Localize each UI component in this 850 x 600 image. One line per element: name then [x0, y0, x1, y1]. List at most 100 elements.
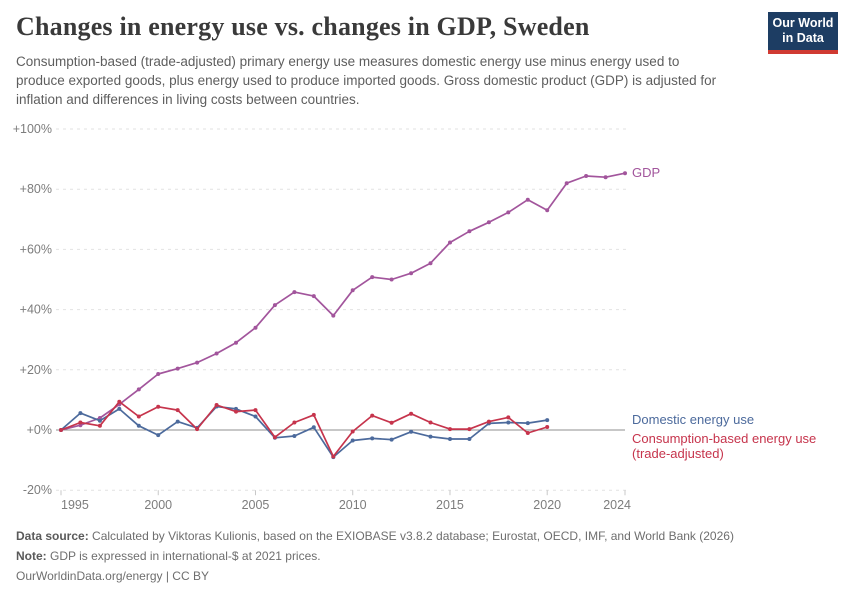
- domestic-energy-use-point[interactable]: [311, 425, 316, 430]
- gdp-point[interactable]: [486, 220, 491, 225]
- domestic-energy-use-point[interactable]: [156, 433, 161, 438]
- consumption-based-energy-use-trade-adjusted-point[interactable]: [156, 404, 161, 409]
- svg-text:2010: 2010: [339, 498, 367, 512]
- domestic-energy-use-point[interactable]: [389, 437, 394, 442]
- consumption-based-energy-use-trade-adjusted-point[interactable]: [545, 425, 550, 429]
- domestic-energy-use-point[interactable]: [545, 418, 550, 423]
- domestic-energy-use-point[interactable]: [506, 420, 511, 425]
- owid-energy-link[interactable]: OurWorldinData.org/energy: [16, 569, 163, 583]
- consumption-based-energy-use-trade-adjusted-point[interactable]: [175, 408, 180, 413]
- gdp-point[interactable]: [234, 340, 238, 345]
- domestic-energy-use-point[interactable]: [370, 436, 375, 441]
- gdp-point[interactable]: [584, 174, 589, 178]
- svg-text:2005: 2005: [242, 498, 270, 512]
- gdp-point[interactable]: [545, 208, 550, 213]
- gdp-point[interactable]: [272, 303, 277, 308]
- consumption-based-energy-use-trade-adjusted-point[interactable]: [525, 431, 530, 435]
- consumption-based-energy-use-trade-adjusted-point[interactable]: [272, 435, 277, 440]
- consumption-based-energy-use-trade-adjusted-point[interactable]: [389, 420, 394, 425]
- consumption-based-energy-use-trade-adjusted-point[interactable]: [253, 408, 258, 413]
- consumption-based-energy-use-trade-adjusted-point[interactable]: [97, 423, 102, 428]
- gdp-point[interactable]: [603, 175, 608, 180]
- svg-text:+80%: +80%: [20, 182, 52, 196]
- gdp-point[interactable]: [525, 197, 530, 202]
- gdp-point[interactable]: [448, 240, 452, 245]
- data-source-line: Data source: Calculated by Viktoras Kuli…: [16, 526, 816, 546]
- svg-text:+100%: +100%: [13, 122, 52, 136]
- consumption-based-energy-use-trade-adjusted-point[interactable]: [350, 429, 355, 434]
- domestic-energy-use-point[interactable]: [136, 423, 141, 428]
- domestic-energy-use-point[interactable]: [78, 411, 83, 416]
- domestic-energy-use-point[interactable]: [525, 421, 530, 426]
- gdp-point[interactable]: [467, 229, 472, 234]
- domestic-energy-use-point[interactable]: [409, 429, 414, 434]
- consumption-based-energy-use-trade-adjusted-point[interactable]: [234, 409, 238, 414]
- svg-text:2000: 2000: [144, 498, 172, 512]
- consumption-based-energy-use-trade-adjusted-point[interactable]: [506, 415, 511, 420]
- consumption-based-energy-use-trade-adjusted-point[interactable]: [409, 411, 414, 416]
- gdp-point[interactable]: [136, 387, 141, 392]
- gdp-point[interactable]: [409, 271, 414, 276]
- consumption-based-energy-use-trade-adjusted-point[interactable]: [136, 414, 141, 419]
- consumption-based-energy-use-trade-adjusted-point[interactable]: [195, 427, 200, 432]
- gdp-point[interactable]: [331, 313, 336, 318]
- domestic-energy-use-label: Domestic energy use: [632, 412, 754, 427]
- consumption-based-energy-use-trade-adjusted-point[interactable]: [448, 427, 452, 432]
- gdp-point[interactable]: [156, 372, 161, 376]
- svg-text:Consumption-based energy use: Consumption-based energy use: [632, 431, 816, 446]
- consumption-based-energy-use-trade-adjusted-point[interactable]: [292, 420, 297, 425]
- gdp-point[interactable]: [623, 171, 627, 176]
- svg-text:GDP: GDP: [632, 165, 660, 180]
- domestic-energy-use-point[interactable]: [253, 414, 258, 419]
- domestic-energy-use-point[interactable]: [448, 437, 452, 441]
- chart-footer: Data source: Calculated by Viktoras Kuli…: [16, 526, 816, 586]
- consumption-based-energy-use-trade-adjusted-point[interactable]: [214, 403, 219, 407]
- svg-text:Domestic energy use: Domestic energy use: [632, 412, 754, 427]
- svg-text:+20%: +20%: [20, 363, 52, 377]
- gdp-label: GDP: [632, 165, 660, 180]
- svg-text:2015: 2015: [436, 498, 464, 512]
- gdp-point[interactable]: [370, 275, 375, 280]
- domestic-energy-use-point[interactable]: [467, 437, 472, 441]
- owid-logo[interactable]: Our World in Data: [768, 12, 838, 54]
- gdp-point[interactable]: [350, 288, 355, 293]
- domestic-energy-use-point[interactable]: [292, 434, 297, 438]
- gdp-point[interactable]: [253, 325, 258, 330]
- svg-text:+40%: +40%: [20, 303, 52, 317]
- domestic-energy-use-point[interactable]: [117, 406, 122, 411]
- gdp-point[interactable]: [292, 290, 297, 295]
- domestic-energy-use-point[interactable]: [428, 434, 433, 439]
- domestic-energy-use-point[interactable]: [175, 419, 180, 424]
- consumption-based-energy-use-trade-adjusted-point[interactable]: [486, 419, 491, 424]
- gdp-point[interactable]: [564, 181, 569, 186]
- gdp-point[interactable]: [506, 210, 511, 215]
- gdp-point[interactable]: [389, 277, 394, 282]
- consumption-based-energy-use-trade-adjusted-point[interactable]: [117, 399, 122, 404]
- owid-logo-line2: in Data: [782, 31, 824, 45]
- gdp-point[interactable]: [214, 351, 219, 356]
- consumption-based-energy-use-trade-adjusted-point[interactable]: [428, 420, 433, 425]
- page-title: Changes in energy use vs. changes in GDP…: [16, 12, 590, 41]
- consumption-based-energy-use-trade-adjusted-series[interactable]: [59, 399, 550, 459]
- domestic-energy-use-point[interactable]: [97, 418, 102, 423]
- note-text: GDP is expressed in international-$ at 2…: [50, 549, 321, 563]
- chart-svg: +100% +80% +60% +40% +20% +0% -20% 1995 2000 2005…: [13, 122, 817, 512]
- gdp-series[interactable]: [59, 171, 627, 432]
- data-source-text: Calculated by Viktoras Kulionis, based o…: [92, 529, 734, 543]
- gdp-point[interactable]: [175, 366, 180, 371]
- chart-subtitle: Consumption-based (trade-adjusted) prima…: [16, 54, 717, 107]
- gdp-point[interactable]: [311, 294, 316, 299]
- y-axis-gridlines: +100% +80% +60% +40% +20% +0% -20%: [13, 122, 630, 497]
- consumption-based-energy-use-trade-adjusted-point[interactable]: [370, 413, 375, 418]
- consumption-based-energy-use-trade-adjusted-point[interactable]: [331, 454, 336, 459]
- gdp-point[interactable]: [195, 360, 200, 365]
- consumption-based-energy-use-trade-adjusted-point[interactable]: [467, 427, 472, 432]
- gdp-point[interactable]: [428, 261, 433, 266]
- note-line: Note: GDP is expressed in international-…: [16, 546, 816, 566]
- data-source-label: Data source:: [16, 529, 89, 543]
- domestic-energy-use-point[interactable]: [350, 438, 355, 443]
- consumption-based-energy-use-trade-adjusted-point[interactable]: [311, 412, 316, 417]
- consumption-based-energy-use-trade-adjusted-point[interactable]: [78, 420, 83, 425]
- consumption-based-energy-use-trade-adjusted-point[interactable]: [59, 428, 63, 432]
